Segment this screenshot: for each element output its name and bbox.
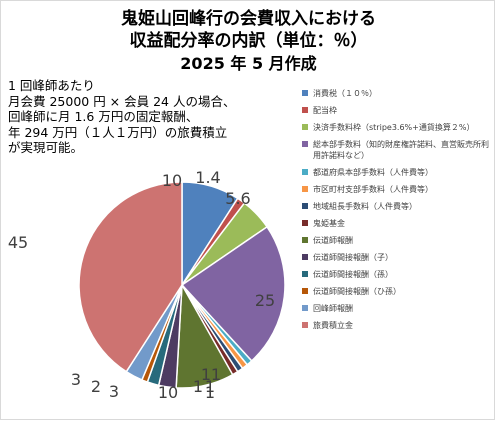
annotation-line: 月会費 25000 円 × 会員 24 人の場合、 <box>8 93 236 109</box>
legend-item: 消費税（１０％） <box>302 88 492 99</box>
legend-item: 伝道師報酬 <box>302 235 492 246</box>
chart-annotation: 1 回峰師あたり 月会費 25000 円 × 会員 24 人の場合、 回峰師に月… <box>8 78 308 156</box>
legend-label: 決済手数料枠（stripe3.6%+通貨換算２%） <box>313 123 475 132</box>
legend-label: 鬼姫基金 <box>313 219 345 228</box>
pie-data-label: 10 <box>158 383 178 402</box>
legend-item: 総本部手数料（知的財産権許諾料、直営販売所利用許諾料など） <box>302 139 492 161</box>
legend-swatch <box>302 203 308 209</box>
pie-data-label: 1 <box>193 377 203 396</box>
pie-data-label: 5.6 <box>225 189 250 208</box>
pie-data-label: 1 <box>205 383 215 402</box>
legend-item: 決済手数料枠（stripe3.6%+通貨換算２%） <box>302 122 492 133</box>
legend-item: 伝道師間接報酬（ひ孫） <box>302 286 492 297</box>
legend-item: 鬼姫基金 <box>302 218 492 229</box>
chart-subtitle: 2025 年 5 月作成 <box>180 54 317 73</box>
chart-title-line2: 収益配分率の内訳（単位：％） <box>129 31 368 51</box>
chart-legend: 消費税（１０％） 配当枠決済手数料枠（stripe3.6%+通貨換算２%） 総本部手… <box>302 88 492 337</box>
annotation-line: 年 294 万円（１人１万円）の旅費積立 <box>8 124 228 140</box>
legend-label: 配当枠 <box>313 106 337 115</box>
pie-data-label: 1.4 <box>195 168 220 187</box>
annotation-line: 回峰師に月 1.6 万円の固定報酬、 <box>8 109 199 124</box>
pie-data-label: 1 <box>205 377 215 396</box>
chart-title-line1: 鬼姫山回峰行の会費収入における <box>121 9 376 29</box>
pie-data-label: 45 <box>8 233 28 252</box>
legend-label: 都道府県本部手数料（人件費等） <box>313 168 433 177</box>
legend-swatch <box>302 186 308 192</box>
legend-label: 伝道師間接報酬（ひ孫） <box>313 287 401 296</box>
legend-item: 配当枠 <box>302 105 492 116</box>
legend-label: 市区町村支部手数料（人件費等） <box>313 185 433 194</box>
legend-label: 伝道師間接報酬（子） <box>313 253 393 262</box>
legend-item: 市区町村支部手数料（人件費等） <box>302 184 492 195</box>
legend-swatch <box>302 124 308 130</box>
legend-item: 伝道師間接報酬（孫） <box>302 269 492 280</box>
pie-data-label: 1 <box>211 365 221 384</box>
legend-swatch <box>302 237 308 243</box>
pie-data-label: 25 <box>255 291 275 310</box>
legend-swatch <box>302 141 308 147</box>
legend-item: 旅費積立金 <box>302 320 492 331</box>
legend-label: 伝道師報酬 <box>313 236 353 245</box>
legend-item: 伝道師間接報酬（子） <box>302 252 492 263</box>
legend-label: 旅費積立金 <box>313 321 353 330</box>
legend-swatch <box>302 254 308 260</box>
legend-swatch <box>302 288 308 294</box>
legend-label: 総本部手数料（知的財産権許諾料、直営販売所利用許諾料など） <box>313 140 489 160</box>
legend-item: 回峰師報酬 <box>302 303 492 314</box>
pie-slice <box>78 181 183 373</box>
legend-swatch <box>302 169 308 175</box>
pie-data-label: 2 <box>91 377 101 396</box>
annotation-line: が実現可能。 <box>8 140 84 155</box>
legend-label: 地域組長手数料（人件費等） <box>313 202 417 211</box>
annotation-line: 1 回峰師あたり <box>8 78 95 93</box>
legend-label: 伝道師間接報酬（孫） <box>313 270 393 279</box>
pie-data-label: 10 <box>162 171 182 190</box>
legend-swatch <box>302 90 308 96</box>
legend-swatch <box>302 107 308 113</box>
legend-swatch <box>302 220 308 226</box>
legend-item: 都道府県本部手数料（人件費等） <box>302 167 492 178</box>
pie-data-label: 3 <box>71 370 81 389</box>
legend-swatch <box>302 305 308 311</box>
pie-data-labels: 10 1.4 5.6 25 1 11 1 10 32 1 3 45 <box>8 168 275 402</box>
pie-data-label: 1 <box>201 365 211 384</box>
legend-swatch <box>302 271 308 277</box>
legend-label: 消費税（１０％） <box>313 89 377 98</box>
legend-swatch <box>302 322 308 328</box>
pie-slice <box>180 225 286 362</box>
legend-label: 回峰師報酬 <box>313 304 353 313</box>
pie-slices <box>78 181 286 389</box>
pie-data-label: 3 <box>109 382 119 401</box>
legend-item: 地域組長手数料（人件費等） <box>302 201 492 212</box>
